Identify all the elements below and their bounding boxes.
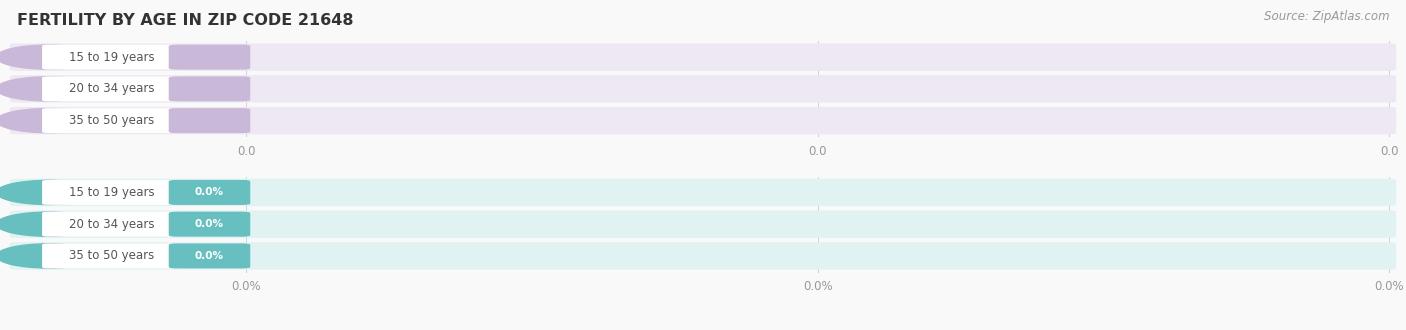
FancyBboxPatch shape	[42, 77, 181, 101]
FancyBboxPatch shape	[169, 45, 250, 70]
Text: 0.0: 0.0	[200, 115, 219, 126]
Text: 15 to 19 years: 15 to 19 years	[69, 186, 155, 199]
Text: 15 to 19 years: 15 to 19 years	[69, 50, 155, 64]
Circle shape	[0, 77, 98, 101]
Text: 0.0%: 0.0%	[231, 280, 262, 293]
Text: 0.0: 0.0	[200, 84, 219, 94]
FancyBboxPatch shape	[42, 45, 181, 70]
FancyBboxPatch shape	[169, 108, 250, 133]
Text: 0.0: 0.0	[200, 52, 219, 62]
FancyBboxPatch shape	[169, 244, 250, 268]
Circle shape	[0, 45, 98, 69]
Text: Source: ZipAtlas.com: Source: ZipAtlas.com	[1264, 10, 1389, 23]
FancyBboxPatch shape	[42, 244, 181, 268]
FancyBboxPatch shape	[42, 108, 181, 133]
FancyBboxPatch shape	[10, 107, 1396, 134]
Text: FERTILITY BY AGE IN ZIP CODE 21648: FERTILITY BY AGE IN ZIP CODE 21648	[17, 13, 353, 28]
Text: 0.0%: 0.0%	[195, 187, 224, 197]
FancyBboxPatch shape	[42, 180, 181, 205]
Circle shape	[0, 244, 98, 268]
FancyBboxPatch shape	[169, 180, 250, 205]
Text: 20 to 34 years: 20 to 34 years	[69, 218, 155, 231]
FancyBboxPatch shape	[169, 212, 250, 237]
Text: 0.0%: 0.0%	[1374, 280, 1405, 293]
FancyBboxPatch shape	[42, 212, 181, 237]
Text: 0.0%: 0.0%	[195, 219, 224, 229]
Circle shape	[0, 181, 98, 205]
FancyBboxPatch shape	[10, 44, 1396, 71]
FancyBboxPatch shape	[10, 242, 1396, 270]
Circle shape	[0, 109, 98, 133]
Text: 35 to 50 years: 35 to 50 years	[69, 114, 155, 127]
FancyBboxPatch shape	[10, 179, 1396, 206]
Text: 0.0: 0.0	[236, 145, 256, 158]
Text: 0.0: 0.0	[1379, 145, 1399, 158]
Text: 0.0%: 0.0%	[803, 280, 832, 293]
FancyBboxPatch shape	[10, 75, 1396, 103]
FancyBboxPatch shape	[10, 211, 1396, 238]
Text: 35 to 50 years: 35 to 50 years	[69, 249, 155, 262]
Text: 20 to 34 years: 20 to 34 years	[69, 82, 155, 95]
Circle shape	[0, 212, 98, 236]
Text: 0.0%: 0.0%	[195, 251, 224, 261]
FancyBboxPatch shape	[169, 76, 250, 101]
Text: 0.0: 0.0	[808, 145, 827, 158]
